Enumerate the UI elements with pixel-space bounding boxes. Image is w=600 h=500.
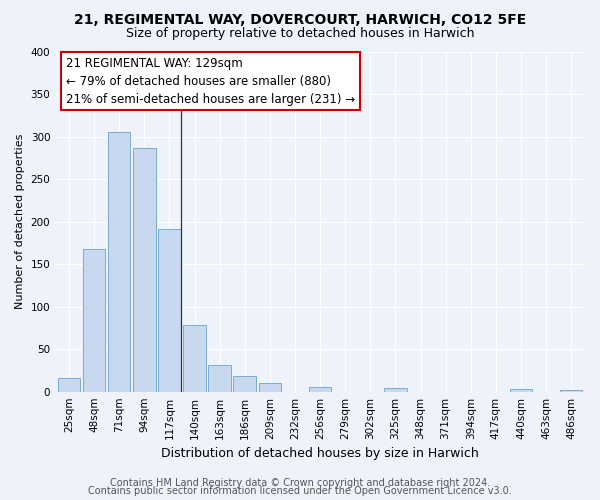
Bar (183, 326, 206, 392)
Bar (108, 132, 130, 392)
Bar (208, 366, 231, 392)
Bar (309, 388, 331, 392)
Text: Contains public sector information licensed under the Open Government Licence v3: Contains public sector information licen… (88, 486, 512, 496)
Text: 21 REGIMENTAL WAY: 129sqm
← 79% of detached houses are smaller (880)
21% of semi: 21 REGIMENTAL WAY: 129sqm ← 79% of detac… (66, 56, 355, 106)
Bar (560, 390, 583, 392)
Bar (509, 389, 532, 392)
Text: 21, REGIMENTAL WAY, DOVERCOURT, HARWICH, CO12 5FE: 21, REGIMENTAL WAY, DOVERCOURT, HARWICH,… (74, 12, 526, 26)
Bar (158, 229, 181, 392)
Bar (233, 376, 256, 392)
Text: Contains HM Land Registry data © Crown copyright and database right 2024.: Contains HM Land Registry data © Crown c… (110, 478, 490, 488)
Bar (133, 148, 155, 392)
Bar (384, 388, 407, 392)
X-axis label: Distribution of detached houses by size in Harwich: Distribution of detached houses by size … (161, 447, 479, 460)
Bar (259, 383, 281, 392)
Bar (58, 378, 80, 392)
Bar (83, 249, 106, 392)
Y-axis label: Number of detached properties: Number of detached properties (15, 134, 25, 310)
Text: Size of property relative to detached houses in Harwich: Size of property relative to detached ho… (126, 28, 474, 40)
